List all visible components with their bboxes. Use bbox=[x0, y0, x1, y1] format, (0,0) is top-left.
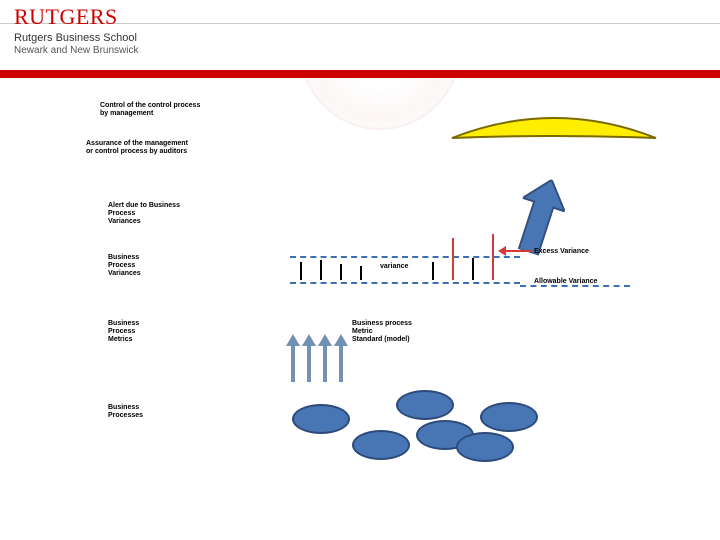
allowable-line bbox=[520, 285, 630, 287]
variance-tick bbox=[300, 262, 302, 280]
process-ellipse bbox=[456, 432, 514, 462]
header-red-stripe bbox=[0, 70, 720, 78]
label-bp: BusinessProcesses bbox=[108, 404, 188, 420]
logo-name: RUTGERS bbox=[14, 4, 164, 30]
label-variance: variance bbox=[380, 263, 408, 271]
excess-pointer bbox=[498, 244, 532, 256]
variance-tick bbox=[432, 262, 434, 280]
diagram: Control of the control processby managem… bbox=[0, 78, 720, 540]
process-ellipse bbox=[480, 402, 538, 432]
process-ellipse bbox=[352, 430, 410, 460]
header: RUTGERS Rutgers Business School Newark a… bbox=[0, 0, 720, 78]
logo-sub2: Newark and New Brunswick bbox=[14, 45, 164, 56]
metric-arrow bbox=[302, 334, 316, 382]
variance-tick bbox=[320, 260, 322, 280]
process-ellipse bbox=[292, 404, 350, 434]
logo-sub1: Rutgers Business School bbox=[14, 32, 164, 44]
variance-tick bbox=[360, 266, 362, 280]
label-standard: Business processMetricStandard (model) bbox=[352, 320, 462, 344]
variance-tick bbox=[492, 234, 494, 280]
label-bpv: BusinessProcessVariances bbox=[108, 254, 188, 278]
label-alert: Alert due to BusinessProcessVariances bbox=[108, 202, 228, 226]
metric-arrow bbox=[286, 334, 300, 382]
label-control-process: Control of the control processby managem… bbox=[100, 102, 240, 118]
label-bpm: BusinessProcessMetrics bbox=[108, 320, 188, 344]
variance-tick bbox=[340, 264, 342, 280]
variance-tick bbox=[452, 238, 454, 280]
alarm-crescent bbox=[446, 110, 662, 172]
label-assurance: Assurance of the managementor control pr… bbox=[86, 140, 246, 156]
process-ellipse bbox=[396, 390, 454, 420]
page: RUTGERS Rutgers Business School Newark a… bbox=[0, 0, 720, 540]
metric-arrow bbox=[334, 334, 348, 382]
metric-arrow bbox=[318, 334, 332, 382]
variance-tick bbox=[472, 258, 474, 280]
logo-block: RUTGERS Rutgers Business School Newark a… bbox=[14, 4, 164, 68]
label-excess: Excess Variance bbox=[534, 248, 589, 256]
